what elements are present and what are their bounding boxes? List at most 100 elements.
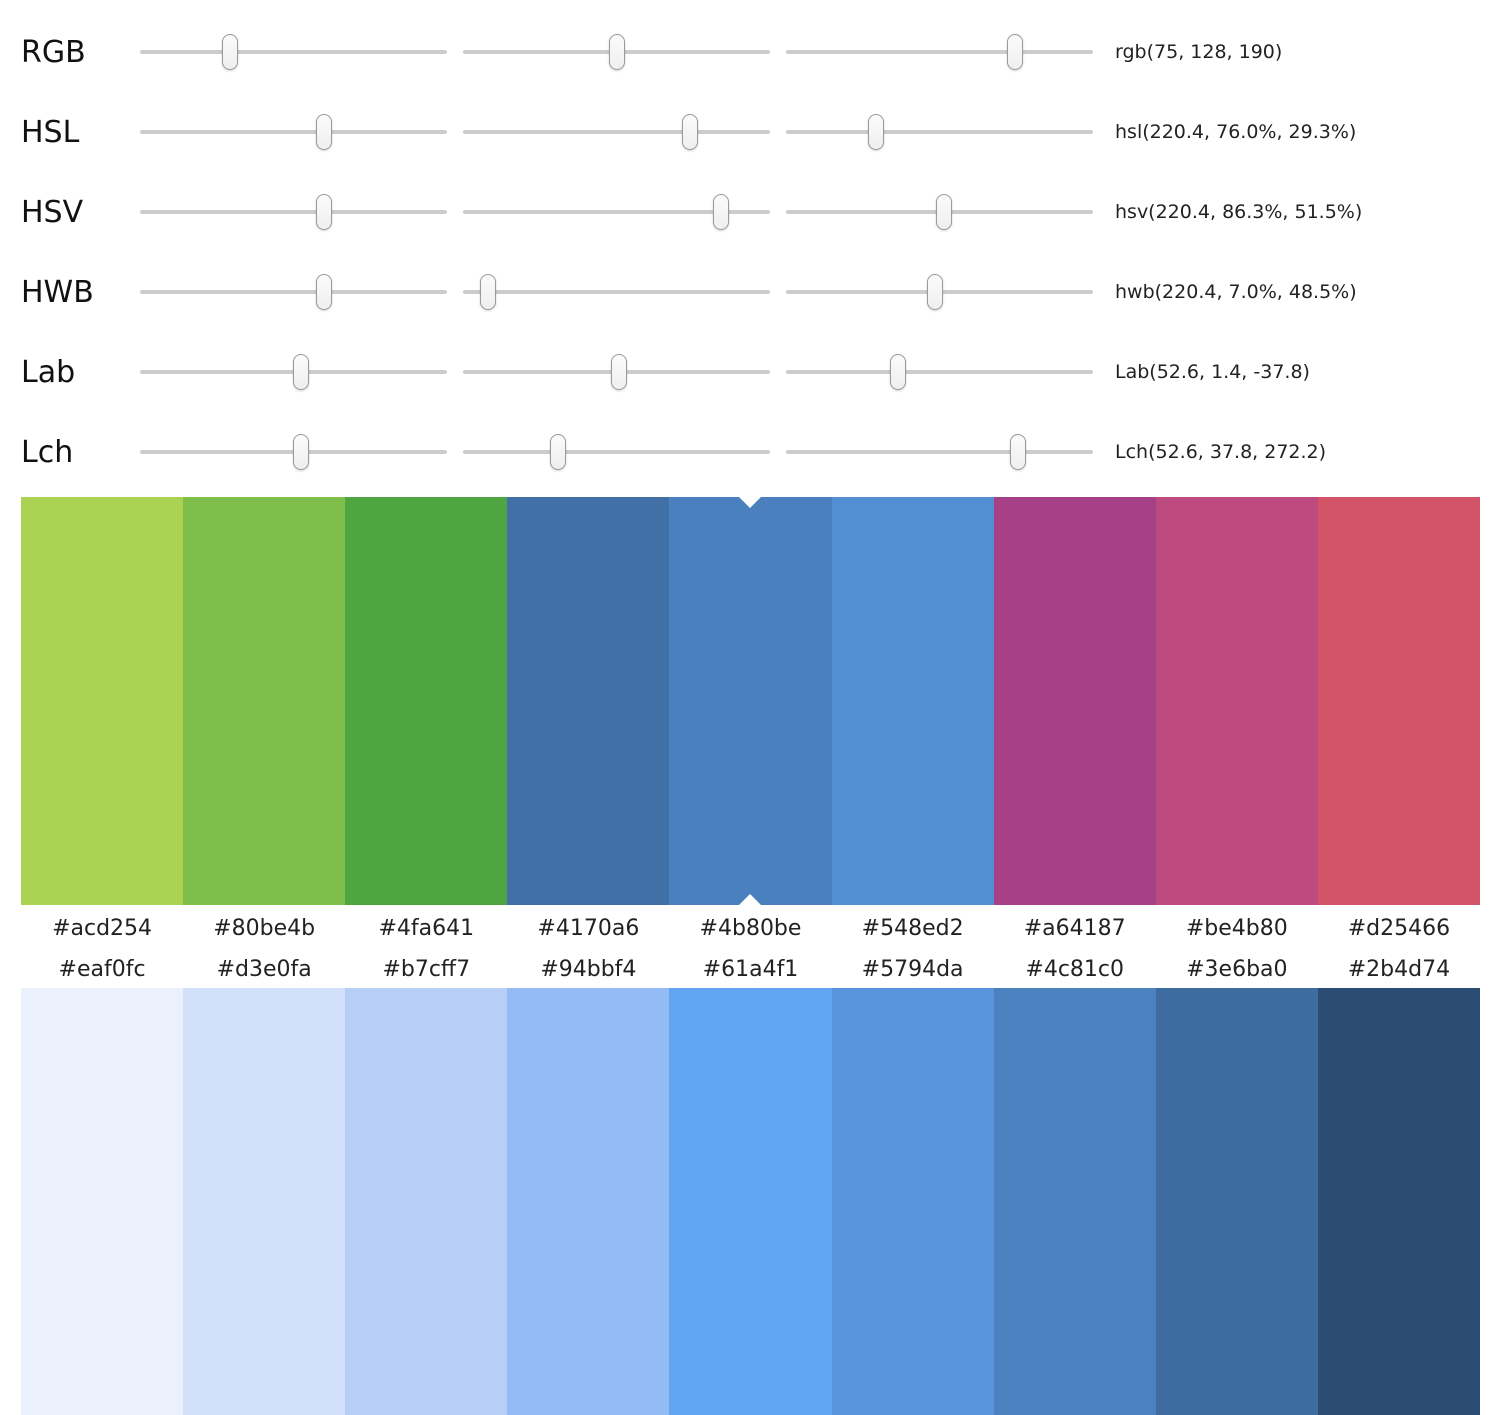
shades-palette-strip (21, 988, 1480, 1415)
rgb-slider-1[interactable] (140, 30, 447, 74)
swatch-hex-label: #5794da (861, 957, 964, 982)
palette-swatch[interactable] (993, 497, 1156, 905)
slider-track[interactable] (140, 290, 447, 294)
palette-swatch[interactable] (345, 988, 508, 1415)
palette-swatch[interactable] (669, 988, 832, 1415)
slider-track[interactable] (786, 370, 1093, 374)
hsl-slider-3[interactable] (786, 110, 1093, 154)
slider-track[interactable] (140, 50, 447, 54)
slider-row-label: HWB (21, 274, 94, 310)
slider-thumb[interactable] (1006, 34, 1023, 70)
slider-thumb[interactable] (316, 274, 333, 310)
lch-slider-3[interactable] (786, 430, 1093, 474)
slider-track[interactable] (140, 130, 447, 134)
palette-swatch[interactable] (1155, 988, 1318, 1415)
slider-thumb[interactable] (926, 274, 943, 310)
rgb-slider-2[interactable] (463, 30, 770, 74)
lch-slider-1[interactable] (140, 430, 447, 474)
color-value-hwb: hwb(220.4, 7.0%, 48.5%) (1115, 281, 1357, 303)
slider-thumb[interactable] (1010, 434, 1027, 470)
slider-row-hwb: HWB hwb(220.4, 7.0%, 48.5%) (21, 252, 1501, 332)
hsv-slider-2[interactable] (463, 190, 770, 234)
hue-palette-strip (21, 497, 1480, 905)
palette-swatch[interactable] (1317, 497, 1480, 905)
slider-row-lch: Lch Lch(52.6, 37.8, 272.2) (21, 412, 1501, 492)
palette-swatch[interactable] (183, 497, 346, 905)
slider-track[interactable] (786, 450, 1093, 454)
color-value-lch: Lch(52.6, 37.8, 272.2) (1115, 441, 1327, 463)
slider-row-lab: Lab Lab(52.6, 1.4, -37.8) (21, 332, 1501, 412)
swatch-hex-label: #4b80be (699, 915, 802, 941)
swatch-hex-label: #80be4b (213, 915, 316, 941)
slider-row-hsl: HSL hsl(220.4, 76.0%, 29.3%) (21, 92, 1501, 172)
slider-thumb[interactable] (222, 34, 239, 70)
slider-thumb[interactable] (550, 434, 567, 470)
swatch-hex-label: #94bbf4 (540, 957, 637, 982)
color-sliders-panel: RGB rgb(75, 128, 190) HSL hsl(220.4, 76.0%,… (0, 0, 1501, 497)
hsv-slider-1[interactable] (140, 190, 447, 234)
slider-thumb[interactable] (610, 354, 627, 390)
slider-thumb[interactable] (936, 194, 953, 230)
color-value-hsl: hsl(220.4, 76.0%, 29.3%) (1115, 121, 1357, 143)
slider-row-label: Lab (21, 354, 76, 390)
slider-thumb[interactable] (293, 354, 310, 390)
swatch-hex-label: #548ed2 (861, 915, 964, 941)
palette-swatch[interactable] (1155, 497, 1318, 905)
slider-track[interactable] (463, 210, 770, 214)
hue-palette-labels: #acd254 #80be4b #4fa641 #4170a6 #4b80be #548e… (21, 905, 1480, 951)
hwb-slider-2[interactable] (463, 270, 770, 314)
swatch-hex-label: #acd254 (52, 915, 153, 941)
slider-row-hsv: HSV hsv(220.4, 86.3%, 51.5%) (21, 172, 1501, 252)
palette-swatch[interactable] (669, 497, 832, 905)
swatch-hex-label: #4170a6 (537, 915, 640, 941)
lab-slider-1[interactable] (140, 350, 447, 394)
palette-swatch[interactable] (507, 497, 670, 905)
palette-swatch[interactable] (21, 988, 184, 1415)
slider-thumb[interactable] (293, 434, 310, 470)
slider-thumb[interactable] (316, 114, 333, 150)
lab-slider-2[interactable] (463, 350, 770, 394)
hsl-slider-2[interactable] (463, 110, 770, 154)
shades-palette-labels: #eaf0fc #d3e0fa #b7cff7 #94bbf4 #61a4f1 #5794… (21, 951, 1480, 988)
hwb-slider-1[interactable] (140, 270, 447, 314)
swatch-hex-label: #2b4d74 (1347, 957, 1451, 982)
lab-slider-3[interactable] (786, 350, 1093, 394)
palette-swatch[interactable] (345, 497, 508, 905)
palette-swatch[interactable] (831, 988, 994, 1415)
swatch-hex-label: #d25466 (1347, 915, 1451, 941)
slider-thumb[interactable] (890, 354, 907, 390)
hsl-slider-1[interactable] (140, 110, 447, 154)
slider-row-label: RGB (21, 34, 86, 70)
slider-row-label: Lch (21, 434, 74, 470)
slider-track[interactable] (463, 130, 770, 134)
slider-track[interactable] (786, 130, 1093, 134)
color-value-rgb: rgb(75, 128, 190) (1115, 41, 1283, 63)
slider-thumb[interactable] (316, 194, 333, 230)
slider-thumb[interactable] (609, 34, 626, 70)
slider-track[interactable] (463, 290, 770, 294)
swatch-hex-label: #4fa641 (378, 915, 475, 941)
slider-thumb[interactable] (682, 114, 699, 150)
slider-thumb[interactable] (479, 274, 496, 310)
palette-swatch[interactable] (21, 497, 184, 905)
lch-slider-2[interactable] (463, 430, 770, 474)
slider-row-label: HSV (21, 194, 84, 230)
rgb-slider-3[interactable] (786, 30, 1093, 74)
color-value-hsv: hsv(220.4, 86.3%, 51.5%) (1115, 201, 1363, 223)
swatch-hex-label: #b7cff7 (382, 957, 471, 982)
palette-swatch[interactable] (1317, 988, 1480, 1415)
palette-swatch[interactable] (183, 988, 346, 1415)
slider-track[interactable] (786, 50, 1093, 54)
hwb-slider-3[interactable] (786, 270, 1093, 314)
swatch-hex-label: #4c81c0 (1025, 957, 1125, 982)
slider-thumb[interactable] (712, 194, 729, 230)
slider-thumb[interactable] (867, 114, 884, 150)
palette-swatch[interactable] (831, 497, 994, 905)
swatch-hex-label: #d3e0fa (216, 957, 312, 982)
palette-swatch[interactable] (507, 988, 670, 1415)
slider-row-rgb: RGB rgb(75, 128, 190) (21, 12, 1501, 92)
hsv-slider-3[interactable] (786, 190, 1093, 234)
palette-swatch[interactable] (993, 988, 1156, 1415)
slider-track[interactable] (463, 450, 770, 454)
slider-track[interactable] (140, 210, 447, 214)
